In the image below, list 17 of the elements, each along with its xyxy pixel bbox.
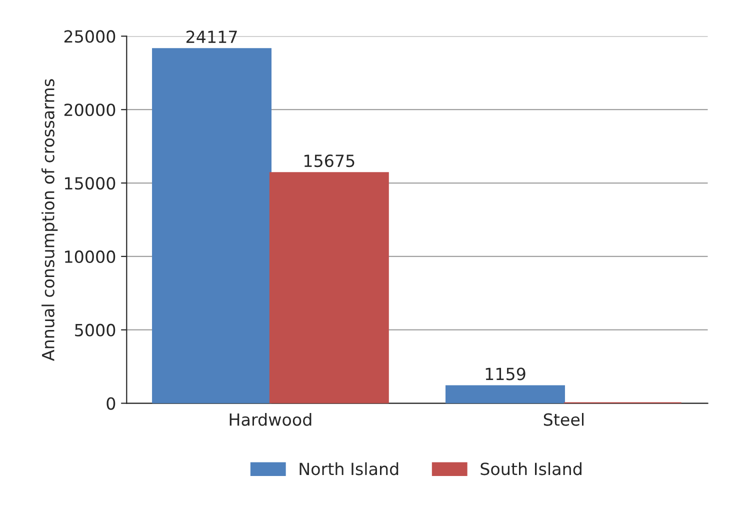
x-tick-label: Hardwood <box>230 412 312 426</box>
y-tick-label: 0 <box>106 397 116 410</box>
legend-label: South Island <box>480 462 582 476</box>
y-axis-title: Annual consumption of crossarms <box>42 79 58 361</box>
legend-label: North Island <box>300 462 398 476</box>
y-tick-label: 20000 <box>64 104 116 116</box>
y-tick-label: 5000 <box>75 324 116 336</box>
data-label: 15675 <box>304 154 354 168</box>
y-tick-label: 25000 <box>64 30 116 43</box>
x-tick-label: Steel <box>544 412 584 426</box>
y-tick-label: 15000 <box>65 176 116 190</box>
bar <box>446 385 565 404</box>
bar <box>269 172 389 404</box>
bar <box>152 48 272 404</box>
data-label: 1159 <box>486 368 526 380</box>
data-label: 24117 <box>186 30 237 43</box>
y-tick-label: 10000 <box>65 250 116 263</box>
